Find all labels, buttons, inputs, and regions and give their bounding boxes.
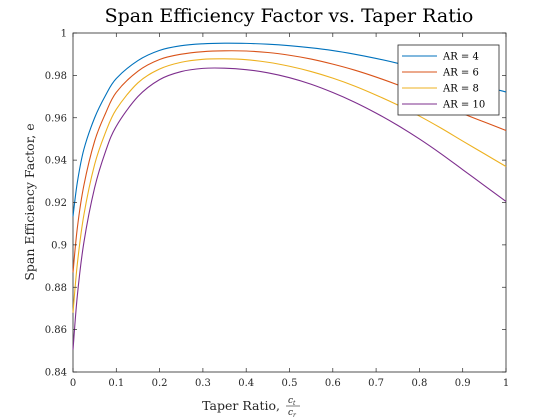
x-axis-label-fraction: c t c r [286, 396, 300, 419]
legend-label-4: AR = 10 [442, 100, 485, 111]
x-axis-label-text: Taper Ratio, [202, 398, 280, 413]
y-tick-label: 0.84 [45, 368, 67, 379]
x-tick-label: 0.2 [152, 378, 168, 389]
y-tick-label: 0.88 [45, 283, 67, 294]
x-tick-label: 0.7 [368, 378, 384, 389]
x-tick-label: 0 [70, 378, 76, 389]
y-tick-label: 0.94 [45, 156, 67, 167]
y-tick-label: 0.96 [45, 113, 67, 124]
legend-label-3: AR = 8 [442, 84, 479, 95]
legend-label-2: AR = 6 [442, 68, 479, 79]
x-tick-label: 1 [503, 378, 509, 389]
x-tick-label: 0.6 [325, 378, 341, 389]
x-tick-label: 0.8 [411, 378, 427, 389]
y-tick-label: 0.9 [51, 240, 67, 251]
y-tick-label: 0.86 [45, 325, 67, 336]
x-tick-label: 0.3 [195, 378, 211, 389]
x-tick-label: 0.1 [108, 378, 124, 389]
y-tick-label: 0.92 [45, 198, 67, 209]
legend-label-1: AR = 4 [442, 52, 479, 63]
x-axis-label: Taper Ratio, c t c r [202, 396, 300, 419]
legend: AR = 4 AR = 6 AR = 8 AR = 10 [398, 45, 499, 115]
x-tick-label: 0.5 [282, 378, 298, 389]
x-tick-label: 0.4 [238, 378, 254, 389]
fraction-denominator-sub: r [293, 412, 297, 419]
y-tick-label: 0.98 [45, 71, 67, 82]
y-axis-label: Span Efficiency Factor, e [22, 123, 37, 280]
y-tick-label: 1 [61, 29, 67, 40]
x-tick-label: 0.9 [455, 378, 471, 389]
chart-title: Span Efficiency Factor vs. Taper Ratio [105, 5, 474, 27]
